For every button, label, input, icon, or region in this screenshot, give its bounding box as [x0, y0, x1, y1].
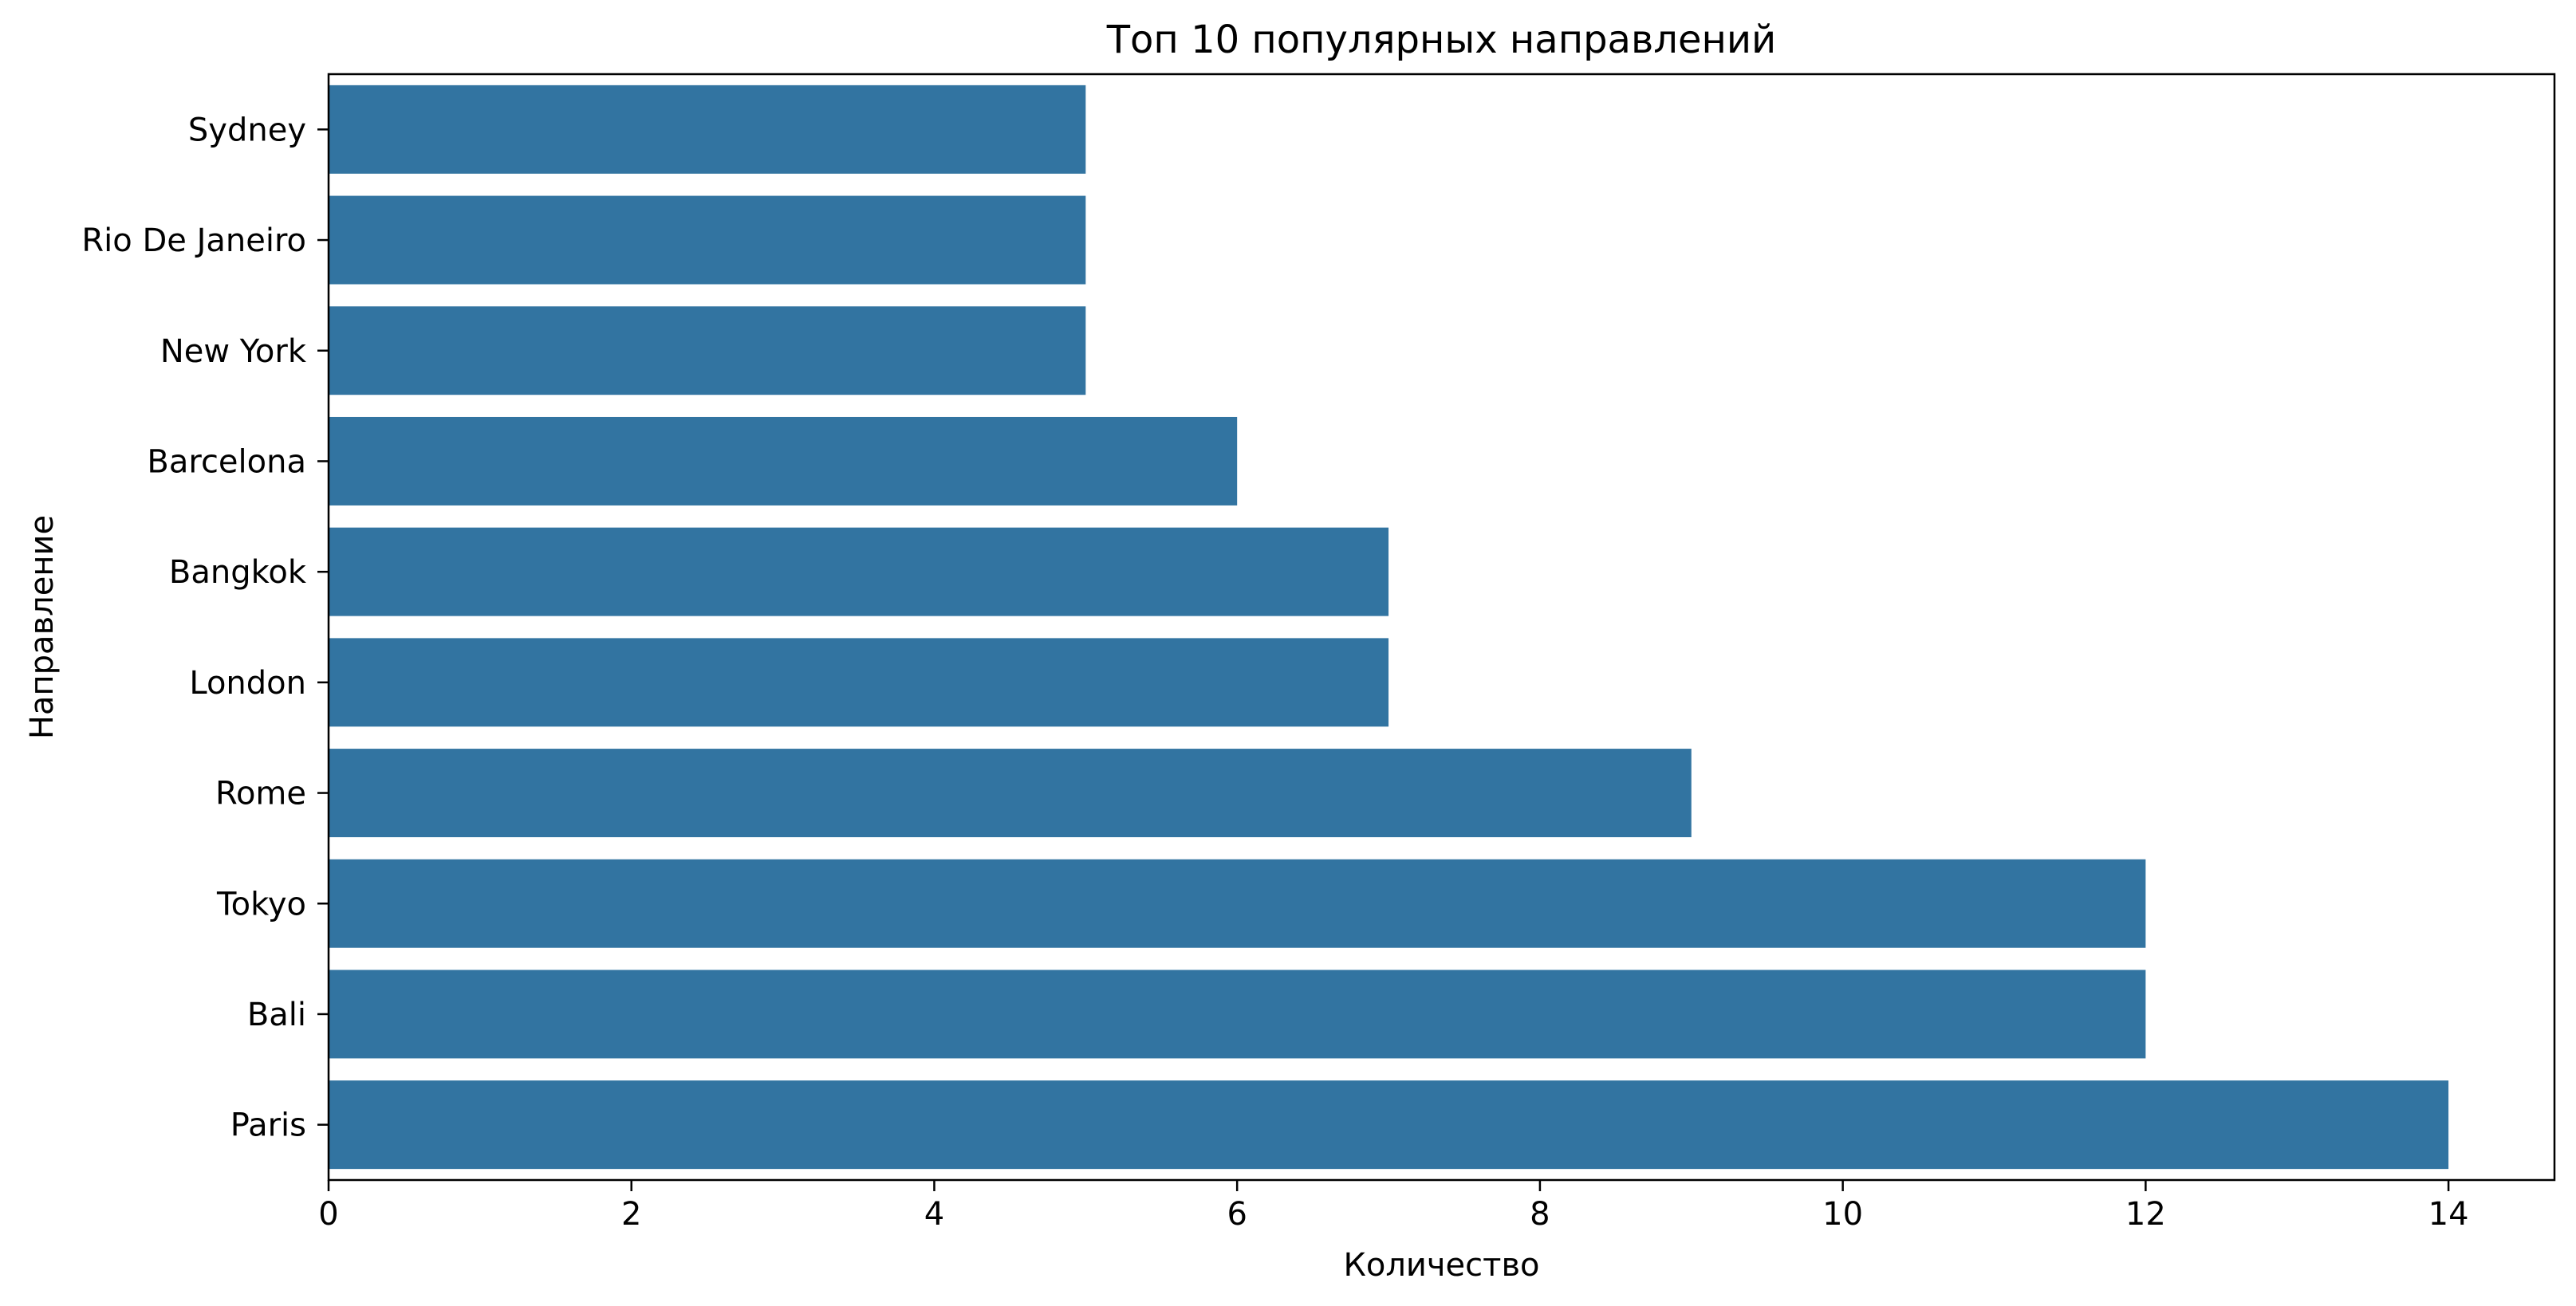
plot-frame [327, 73, 2556, 1182]
bar-rio-de-janeiro [329, 195, 1086, 285]
y-tick-label-paris: Paris [230, 1107, 306, 1144]
bar-london [329, 638, 1389, 727]
x-tick-label-10: 10 [1822, 1196, 1863, 1233]
y-tick-label-tokyo: Tokyo [216, 886, 306, 922]
y-tick-label-barcelona: Barcelona [147, 443, 306, 480]
x-tick-label-4: 4 [924, 1196, 944, 1233]
y-ticks-layer: Sydney Rio De Janeiro New York Barcelona Ban… [81, 112, 329, 1144]
y-axis-title: Направление [24, 515, 61, 739]
bar-sydney [329, 85, 1086, 174]
y-tick-label-rio-de-janeiro: Rio De Janeiro [81, 222, 306, 259]
axes-layer [327, 73, 2556, 1182]
y-tick-label-london: London [189, 665, 306, 702]
y-tick-label-bali: Bali [247, 997, 306, 1033]
x-tick-label-0: 0 [318, 1196, 338, 1233]
bar-bali [329, 970, 2146, 1059]
bar-rome [329, 749, 1692, 838]
x-tick-label-6: 6 [1227, 1196, 1247, 1233]
y-tick-label-bangkok: Bangkok [169, 554, 307, 591]
x-tick-label-8: 8 [1530, 1196, 1550, 1233]
bar-paris [329, 1080, 2449, 1170]
x-tick-label-14: 14 [2428, 1196, 2469, 1233]
x-tick-label-2: 2 [621, 1196, 641, 1233]
bar-tokyo [329, 859, 2146, 948]
x-ticks-layer: 0 2 4 6 8 10 12 14 [318, 1180, 2469, 1233]
y-tick-label-new-york: New York [160, 333, 307, 370]
y-tick-label-sydney: Sydney [188, 112, 306, 148]
x-tick-label-12: 12 [2125, 1196, 2166, 1233]
bar-new-york [329, 306, 1086, 395]
chart-title: Топ 10 популярных направлений [1106, 18, 1777, 62]
bar-barcelona [329, 416, 1238, 505]
x-axis-title: Количество [1343, 1247, 1539, 1284]
bars-layer [329, 85, 2449, 1170]
y-tick-label-rome: Rome [215, 776, 306, 812]
bar-bangkok [329, 527, 1389, 616]
